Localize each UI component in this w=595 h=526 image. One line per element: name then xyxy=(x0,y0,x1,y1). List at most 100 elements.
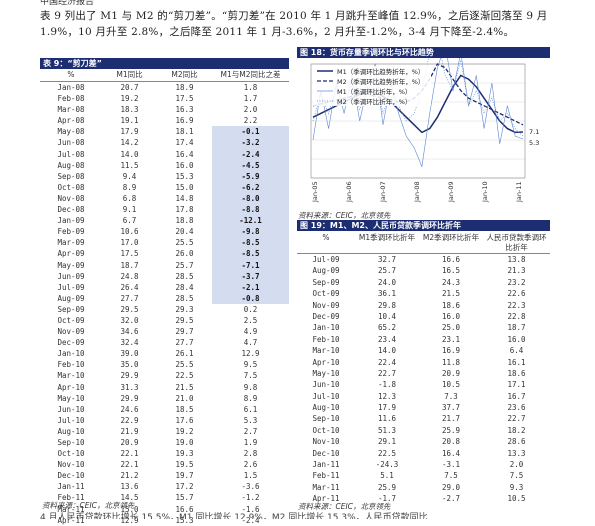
table-row: Aug-09 25.7 16.5 21.3 xyxy=(297,265,550,276)
table-cell: 17.0 xyxy=(120,238,139,248)
table-row: Dec-09 32.4 27.7 4.7 xyxy=(40,337,289,348)
table-row: Aug-08 11.5 16.0 -4.5 xyxy=(40,159,289,171)
legend-label: M1（季调环比折年，%） xyxy=(337,87,411,96)
table-cell: 27.7 xyxy=(175,338,194,348)
table-cell: 9.8 xyxy=(243,382,258,392)
table-cell: Nov-09 xyxy=(312,300,340,310)
table-cell: 11.5 xyxy=(120,160,139,170)
table-cell: May-10 xyxy=(312,368,340,378)
table-row: Oct-10 51.3 25.9 18.2 xyxy=(297,425,550,436)
x-tick-label: Jan-08 xyxy=(413,181,421,203)
table-cell: Feb-08 xyxy=(57,94,85,104)
table-cell: 32.4 xyxy=(120,338,139,348)
table-cell: 22.7 xyxy=(377,368,397,378)
table-row: Apr-08 19.1 16.9 2.2 xyxy=(40,115,289,126)
table-cell: May-08 xyxy=(57,127,85,137)
table-cell: 2.7 xyxy=(243,426,258,436)
table-row: Dec-10 22.5 16.4 13.3 xyxy=(297,448,550,459)
table-cell: 18.3 xyxy=(120,105,139,115)
table-row: Mar-09 17.0 25.5 -8.5 xyxy=(40,237,289,249)
end-label-top: 7.1 xyxy=(529,128,539,136)
table-cell: 21.5 xyxy=(175,382,194,392)
table-cell: 2.8 xyxy=(243,449,258,459)
table-cell: 14.2 xyxy=(120,138,139,148)
table-cell: 7.5 xyxy=(243,371,258,381)
table-cell: -3.1 xyxy=(441,460,461,470)
table-cell: 21.2 xyxy=(120,471,139,481)
table-cell: 23.1 xyxy=(441,334,461,344)
table-cell: 17.4 xyxy=(175,138,194,148)
table-cell: 18.5 xyxy=(175,404,194,414)
table-cell: Oct-09 xyxy=(57,315,85,325)
table-cell: 6.4 xyxy=(509,346,524,356)
table-cell: Sep-10 xyxy=(57,438,85,447)
table-cell: Jan-09 xyxy=(57,216,85,226)
table-cell: 22.6 xyxy=(507,289,526,299)
table-cell: -1.7 xyxy=(377,494,397,504)
table-row: Jan-08 20.7 18.9 1.8 xyxy=(40,82,289,93)
table-cell: Jun-10 xyxy=(312,380,340,390)
plot-frame xyxy=(310,63,526,179)
x-tick-label: Jan-05 xyxy=(311,181,319,203)
table-cell: 17.9 xyxy=(377,403,397,413)
table-cell: -8.0 xyxy=(212,192,289,205)
table-cell: Jan-08 xyxy=(57,83,85,92)
table-row: Sep-09 29.5 29.3 0.2 xyxy=(40,304,289,315)
table-row: Aug-09 27.7 28.5 -0.8 xyxy=(40,292,289,304)
table-cell: 19.0 xyxy=(175,438,194,447)
table-cell: Apr-10 xyxy=(57,382,85,392)
table-cell: 22.7 xyxy=(507,414,526,424)
table-cell: Sep-09 xyxy=(312,277,340,287)
table-cell: Dec-09 xyxy=(312,311,340,321)
table-cell: 34.6 xyxy=(120,327,139,337)
table-cell: Dec-10 xyxy=(312,448,340,458)
table-cell: Jan-11 xyxy=(57,482,85,492)
table-cell: 6.7 xyxy=(122,216,137,226)
table-cell: 2.0 xyxy=(243,105,258,115)
table-cell: 6.8 xyxy=(122,193,137,203)
table-cell: -1.6 xyxy=(241,504,260,514)
table-cell: 16.5 xyxy=(441,266,461,276)
table-cell: 9.4 xyxy=(122,171,137,181)
table-cell: Jul-08 xyxy=(57,149,85,159)
table-cell: 29.9 xyxy=(120,371,139,381)
table-cell: 9.5 xyxy=(243,360,258,370)
table-9-header: % M1同比 M2同比 M1与M2同比之差 xyxy=(40,69,289,82)
table-cell: Oct-10 xyxy=(312,425,340,435)
table-row: Feb-08 19.2 17.5 1.7 xyxy=(40,93,289,104)
table-cell: 20.9 xyxy=(441,368,461,378)
table-cell: 22.1 xyxy=(120,460,139,470)
table-cell: 15.0 xyxy=(120,504,139,514)
table-9-title: 表 9：“剪刀差” xyxy=(40,58,289,69)
table-row: Jan-11 13.6 17.2 -3.6 xyxy=(40,481,289,492)
table-cell: Oct-09 xyxy=(312,289,340,299)
legend-label: M2（季调环比趋势折年，%） xyxy=(337,77,424,86)
table-cell: 19.2 xyxy=(120,94,139,104)
table-cell: 16.9 xyxy=(441,346,461,356)
table-cell: Aug-09 xyxy=(57,293,85,303)
table-row: May-08 17.9 18.1 -0.1 xyxy=(40,126,289,138)
table-cell: 22.3 xyxy=(507,300,526,310)
table-cell: Feb-10 xyxy=(312,334,340,344)
x-tick-label: Jan-10 xyxy=(481,181,489,203)
legend-label: M2（季调环比折年，%） xyxy=(337,97,411,106)
table-cell: Jun-09 xyxy=(57,271,85,281)
table-cell: 14.0 xyxy=(120,149,139,159)
table-cell: Mar-11 xyxy=(57,504,85,514)
table-cell: -6.2 xyxy=(212,181,289,193)
table-row: Oct-08 8.9 15.0 -6.2 xyxy=(40,181,289,193)
table-cell: 5.3 xyxy=(243,415,258,425)
table-cell: 1.7 xyxy=(243,94,258,104)
table-cell: May-10 xyxy=(57,393,85,403)
x-tick-label: Jan-06 xyxy=(345,181,353,203)
table-cell: Feb-10 xyxy=(57,360,85,370)
table-cell: 21.7 xyxy=(441,414,461,424)
table-row: Mar-08 18.3 16.3 2.0 xyxy=(40,104,289,115)
table-cell: 13.6 xyxy=(120,482,139,492)
table-cell: 28.5 xyxy=(175,271,194,281)
table-cell: 17.9 xyxy=(120,127,139,137)
table-cell: 20.8 xyxy=(441,437,461,447)
table-cell: 25.5 xyxy=(175,238,194,248)
table-row: Oct-10 22.1 19.3 2.8 xyxy=(40,448,289,459)
table-cell: Jul-09 xyxy=(312,255,340,264)
